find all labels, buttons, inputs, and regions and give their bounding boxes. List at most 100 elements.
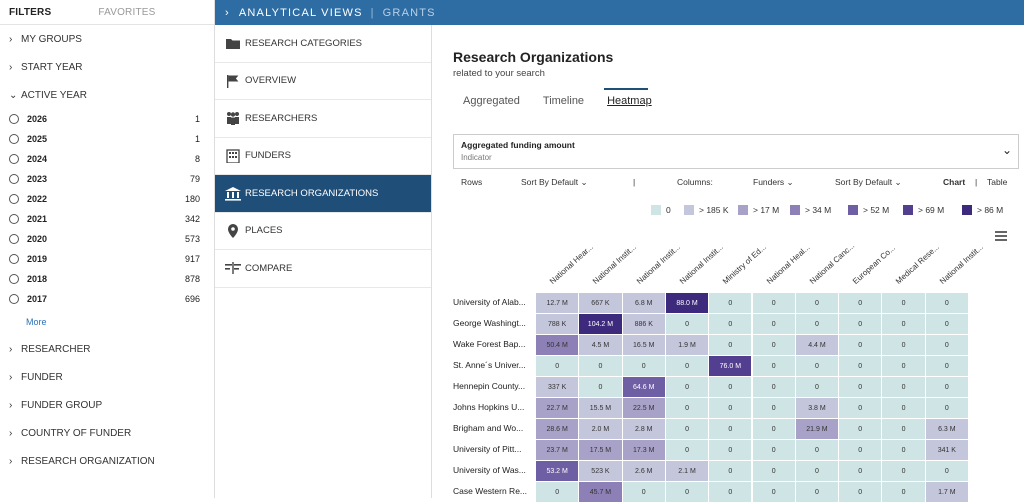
year-option-2024[interactable]: 2024 8 bbox=[0, 149, 214, 169]
heatmap-cell[interactable]: 0 bbox=[709, 377, 753, 398]
heatmap-cell[interactable]: 0 bbox=[752, 419, 796, 440]
more-link[interactable]: More bbox=[26, 317, 47, 327]
tab-aggregated[interactable]: Aggregated bbox=[463, 95, 520, 107]
radio-icon[interactable] bbox=[9, 234, 19, 244]
filter-section-my-groups[interactable]: › MY GROUPS bbox=[0, 25, 214, 53]
nav-item-research-categories[interactable]: RESEARCH CATEGORIES bbox=[215, 25, 431, 63]
heatmap-cell[interactable]: 0 bbox=[752, 356, 796, 377]
nav-item-researchers[interactable]: RESEARCHERS bbox=[215, 100, 431, 138]
columns-sort-dropdown[interactable]: Sort By Default ⌄ bbox=[835, 177, 902, 187]
heatmap-cell[interactable]: 53.2 M bbox=[536, 461, 580, 482]
heatmap-cell[interactable]: 0 bbox=[882, 440, 926, 461]
heatmap-cell[interactable]: 0 bbox=[752, 314, 796, 335]
heatmap-cell[interactable]: 2.1 M bbox=[665, 461, 710, 482]
heatmap-cell[interactable]: 0 bbox=[579, 356, 623, 377]
heatmap-cell[interactable]: 0 bbox=[622, 356, 666, 377]
heatmap-cell[interactable]: 15.5 M bbox=[579, 398, 623, 419]
heatmap-cell[interactable]: 50.4 M bbox=[536, 335, 580, 356]
heatmap-cell[interactable]: 886 K bbox=[622, 314, 666, 335]
heatmap-cell[interactable]: 0 bbox=[752, 377, 796, 398]
heatmap-cell[interactable]: 0 bbox=[882, 419, 926, 440]
heatmap-cell[interactable]: 2.8 M bbox=[622, 419, 666, 440]
heatmap-cell[interactable]: 0 bbox=[709, 398, 753, 419]
heatmap-cell[interactable]: 0 bbox=[839, 377, 883, 398]
radio-icon[interactable] bbox=[9, 294, 19, 304]
heatmap-cell[interactable]: 104.2 M bbox=[579, 314, 623, 335]
heatmap-cell[interactable]: 0 bbox=[882, 356, 926, 377]
heatmap-cell[interactable]: 0 bbox=[839, 419, 883, 440]
nav-item-overview[interactable]: OVERVIEW bbox=[215, 63, 431, 100]
heatmap-cell[interactable]: 0 bbox=[709, 440, 753, 461]
filter-section-funder[interactable]: › FUNDER bbox=[0, 363, 214, 391]
analytical-views-title[interactable]: ANALYTICAL VIEWS bbox=[238, 6, 363, 19]
heatmap-cell[interactable]: 88.0 M bbox=[665, 293, 710, 314]
heatmap-cell[interactable]: 3.8 M bbox=[795, 398, 840, 419]
heatmap-cell[interactable]: 0 bbox=[665, 377, 710, 398]
heatmap-cell[interactable]: 0 bbox=[709, 335, 753, 356]
heatmap-cell[interactable]: 12.7 M bbox=[536, 293, 580, 314]
heatmap-cell[interactable]: 0 bbox=[795, 377, 840, 398]
radio-icon[interactable] bbox=[9, 174, 19, 184]
heatmap-cell[interactable]: 0 bbox=[882, 482, 926, 503]
heatmap-cell[interactable]: 1.9 M bbox=[665, 335, 710, 356]
heatmap-cell[interactable]: 337 K bbox=[536, 377, 580, 398]
heatmap-cell[interactable]: 0 bbox=[752, 482, 796, 503]
heatmap-cell[interactable]: 0 bbox=[839, 356, 883, 377]
heatmap-cell[interactable]: 2.6 M bbox=[622, 461, 666, 482]
heatmap-cell[interactable]: 23.7 M bbox=[536, 440, 580, 461]
heatmap-cell[interactable]: 0 bbox=[839, 293, 883, 314]
heatmap-cell[interactable]: 0 bbox=[709, 293, 753, 314]
heatmap-cell[interactable]: 0 bbox=[839, 461, 883, 482]
heatmap-cell[interactable]: 0 bbox=[925, 398, 969, 419]
heatmap-cell[interactable]: 0 bbox=[709, 419, 753, 440]
radio-icon[interactable] bbox=[9, 114, 19, 124]
heatmap-cell[interactable]: 0 bbox=[882, 461, 926, 482]
heatmap-cell[interactable]: 0 bbox=[882, 398, 926, 419]
year-option-2022[interactable]: 2022 180 bbox=[0, 189, 214, 209]
heatmap-cell[interactable]: 0 bbox=[795, 314, 840, 335]
heatmap-cell[interactable]: 22.7 M bbox=[536, 398, 580, 419]
heatmap-cell[interactable]: 523 K bbox=[579, 461, 623, 482]
filter-section-research-organization[interactable]: › RESEARCH ORGANIZATION bbox=[0, 447, 214, 475]
table-toggle[interactable]: Table bbox=[987, 177, 1008, 187]
heatmap-cell[interactable]: 341 K bbox=[925, 440, 969, 461]
heatmap-cell[interactable]: 6.8 M bbox=[622, 293, 666, 314]
heatmap-cell[interactable]: 0 bbox=[536, 356, 580, 377]
tab-filters[interactable]: FILTERS bbox=[9, 6, 52, 18]
radio-icon[interactable] bbox=[9, 194, 19, 204]
heatmap-cell[interactable]: 0 bbox=[925, 335, 969, 356]
radio-icon[interactable] bbox=[9, 214, 19, 224]
radio-icon[interactable] bbox=[9, 254, 19, 264]
heatmap-cell[interactable]: 76.0 M bbox=[709, 356, 753, 377]
heatmap-cell[interactable]: 0 bbox=[752, 335, 796, 356]
heatmap-cell[interactable]: 21.9 M bbox=[795, 419, 840, 440]
heatmap-cell[interactable]: 0 bbox=[665, 314, 710, 335]
heatmap-cell[interactable]: 0 bbox=[839, 440, 883, 461]
chart-toggle[interactable]: Chart bbox=[943, 177, 966, 187]
heatmap-cell[interactable]: 0 bbox=[795, 461, 840, 482]
heatmap-cell[interactable]: 0 bbox=[622, 482, 666, 503]
nav-item-places[interactable]: PLACES bbox=[215, 213, 431, 250]
nav-item-research-organizations[interactable]: RESEARCH ORGANIZATIONS bbox=[215, 175, 431, 213]
filter-section-researcher[interactable]: › RESEARCHER bbox=[0, 335, 214, 363]
heatmap-cell[interactable]: 0 bbox=[709, 314, 753, 335]
heatmap-cell[interactable]: 17.3 M bbox=[622, 440, 666, 461]
heatmap-cell[interactable]: 0 bbox=[925, 377, 969, 398]
nav-item-compare[interactable]: COMPARE bbox=[215, 250, 431, 288]
filter-section-funder-group[interactable]: › FUNDER GROUP bbox=[0, 391, 214, 419]
menu-icon[interactable] bbox=[995, 231, 1007, 243]
heatmap-cell[interactable]: 0 bbox=[839, 482, 883, 503]
filter-section-active-year[interactable]: ⌄ ACTIVE YEAR bbox=[0, 81, 214, 109]
tab-timeline[interactable]: Timeline bbox=[542, 95, 585, 107]
heatmap-cell[interactable]: 788 K bbox=[536, 314, 580, 335]
heatmap-cell[interactable]: 2.0 M bbox=[579, 419, 623, 440]
radio-icon[interactable] bbox=[9, 134, 19, 144]
heatmap-cell[interactable]: 0 bbox=[882, 314, 926, 335]
heatmap-cell[interactable]: 0 bbox=[752, 398, 796, 419]
year-option-2021[interactable]: 2021 342 bbox=[0, 209, 214, 229]
heatmap-cell[interactable]: 667 K bbox=[579, 293, 623, 314]
heatmap-cell[interactable]: 0 bbox=[882, 293, 926, 314]
filter-section-start-year[interactable]: › START YEAR bbox=[0, 53, 214, 81]
heatmap-cell[interactable]: 0 bbox=[665, 398, 710, 419]
heatmap-cell[interactable]: 0 bbox=[925, 293, 969, 314]
